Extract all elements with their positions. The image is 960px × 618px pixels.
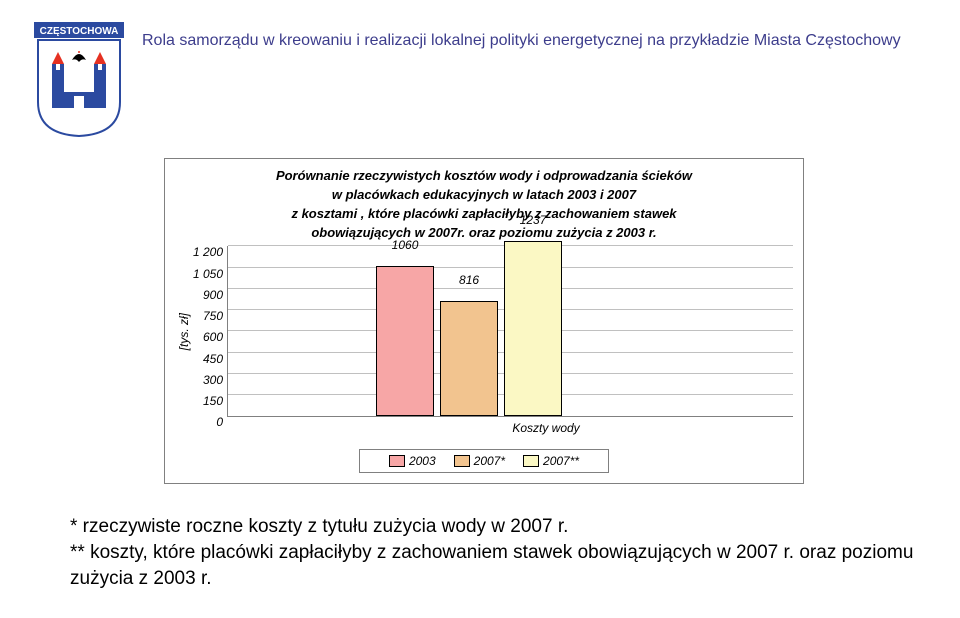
legend-item: 2003 <box>389 454 436 468</box>
bar-2003 <box>376 266 434 416</box>
legend-item: 2007* <box>454 454 505 468</box>
legend-label: 2007** <box>543 454 579 468</box>
x-category-label: Koszty wody <box>453 421 639 435</box>
footnotes: * rzeczywiste roczne koszty z tytułu zuż… <box>70 514 926 591</box>
bar-value-label: 1060 <box>376 238 434 252</box>
chart-container: Porównanie rzeczywistych kosztów wody i … <box>164 158 804 484</box>
y-axis-label: [tys. zł] <box>175 313 193 350</box>
legend-swatch <box>389 455 405 467</box>
footnote-line: * rzeczywiste roczne koszty z tytułu zuż… <box>70 514 926 540</box>
chart-legend: 2003 2007* 2007** <box>359 449 609 473</box>
chart-title-line: w placówkach edukacyjnych w latach 2003 … <box>332 187 636 202</box>
legend-item: 2007** <box>523 454 579 468</box>
plot-area: [tys. zł] 1 2001 0509007506004503001500 … <box>175 246 793 417</box>
legend-swatch <box>454 455 470 467</box>
chart-plot: 10608161237 <box>227 246 793 417</box>
logo-banner-text: CZĘSTOCHOWA <box>40 26 119 37</box>
footnote-line: ** koszty, które placówki zapłaciłyby z … <box>70 540 926 591</box>
bar-2007* <box>440 301 498 417</box>
logo-czestochowa: CZĘSTOCHOWA <box>34 22 124 138</box>
chart-title-line: obowiązujących w 2007r. oraz poziomu zuż… <box>311 225 656 240</box>
header: CZĘSTOCHOWA Rola samor <box>34 22 926 138</box>
legend-swatch <box>523 455 539 467</box>
chart-title-line: Porównanie rzeczywistych kosztów wody i … <box>276 168 692 183</box>
slide: CZĘSTOCHOWA Rola samor <box>0 0 960 618</box>
chart-title-line: z kosztami , które placówki zapłaciłyby … <box>291 206 676 221</box>
bar-2007** <box>504 241 562 416</box>
bar-value-label: 1237 <box>504 213 562 227</box>
bar-value-label: 816 <box>440 273 498 287</box>
y-axis-ticks: 1 2001 0509007506004503001500 <box>193 246 227 416</box>
page-title: Rola samorządu w kreowaniu i realizacji … <box>142 30 926 52</box>
legend-label: 2007* <box>474 454 505 468</box>
chart-title: Porównanie rzeczywistych kosztów wody i … <box>175 167 793 242</box>
legend-label: 2003 <box>409 454 436 468</box>
